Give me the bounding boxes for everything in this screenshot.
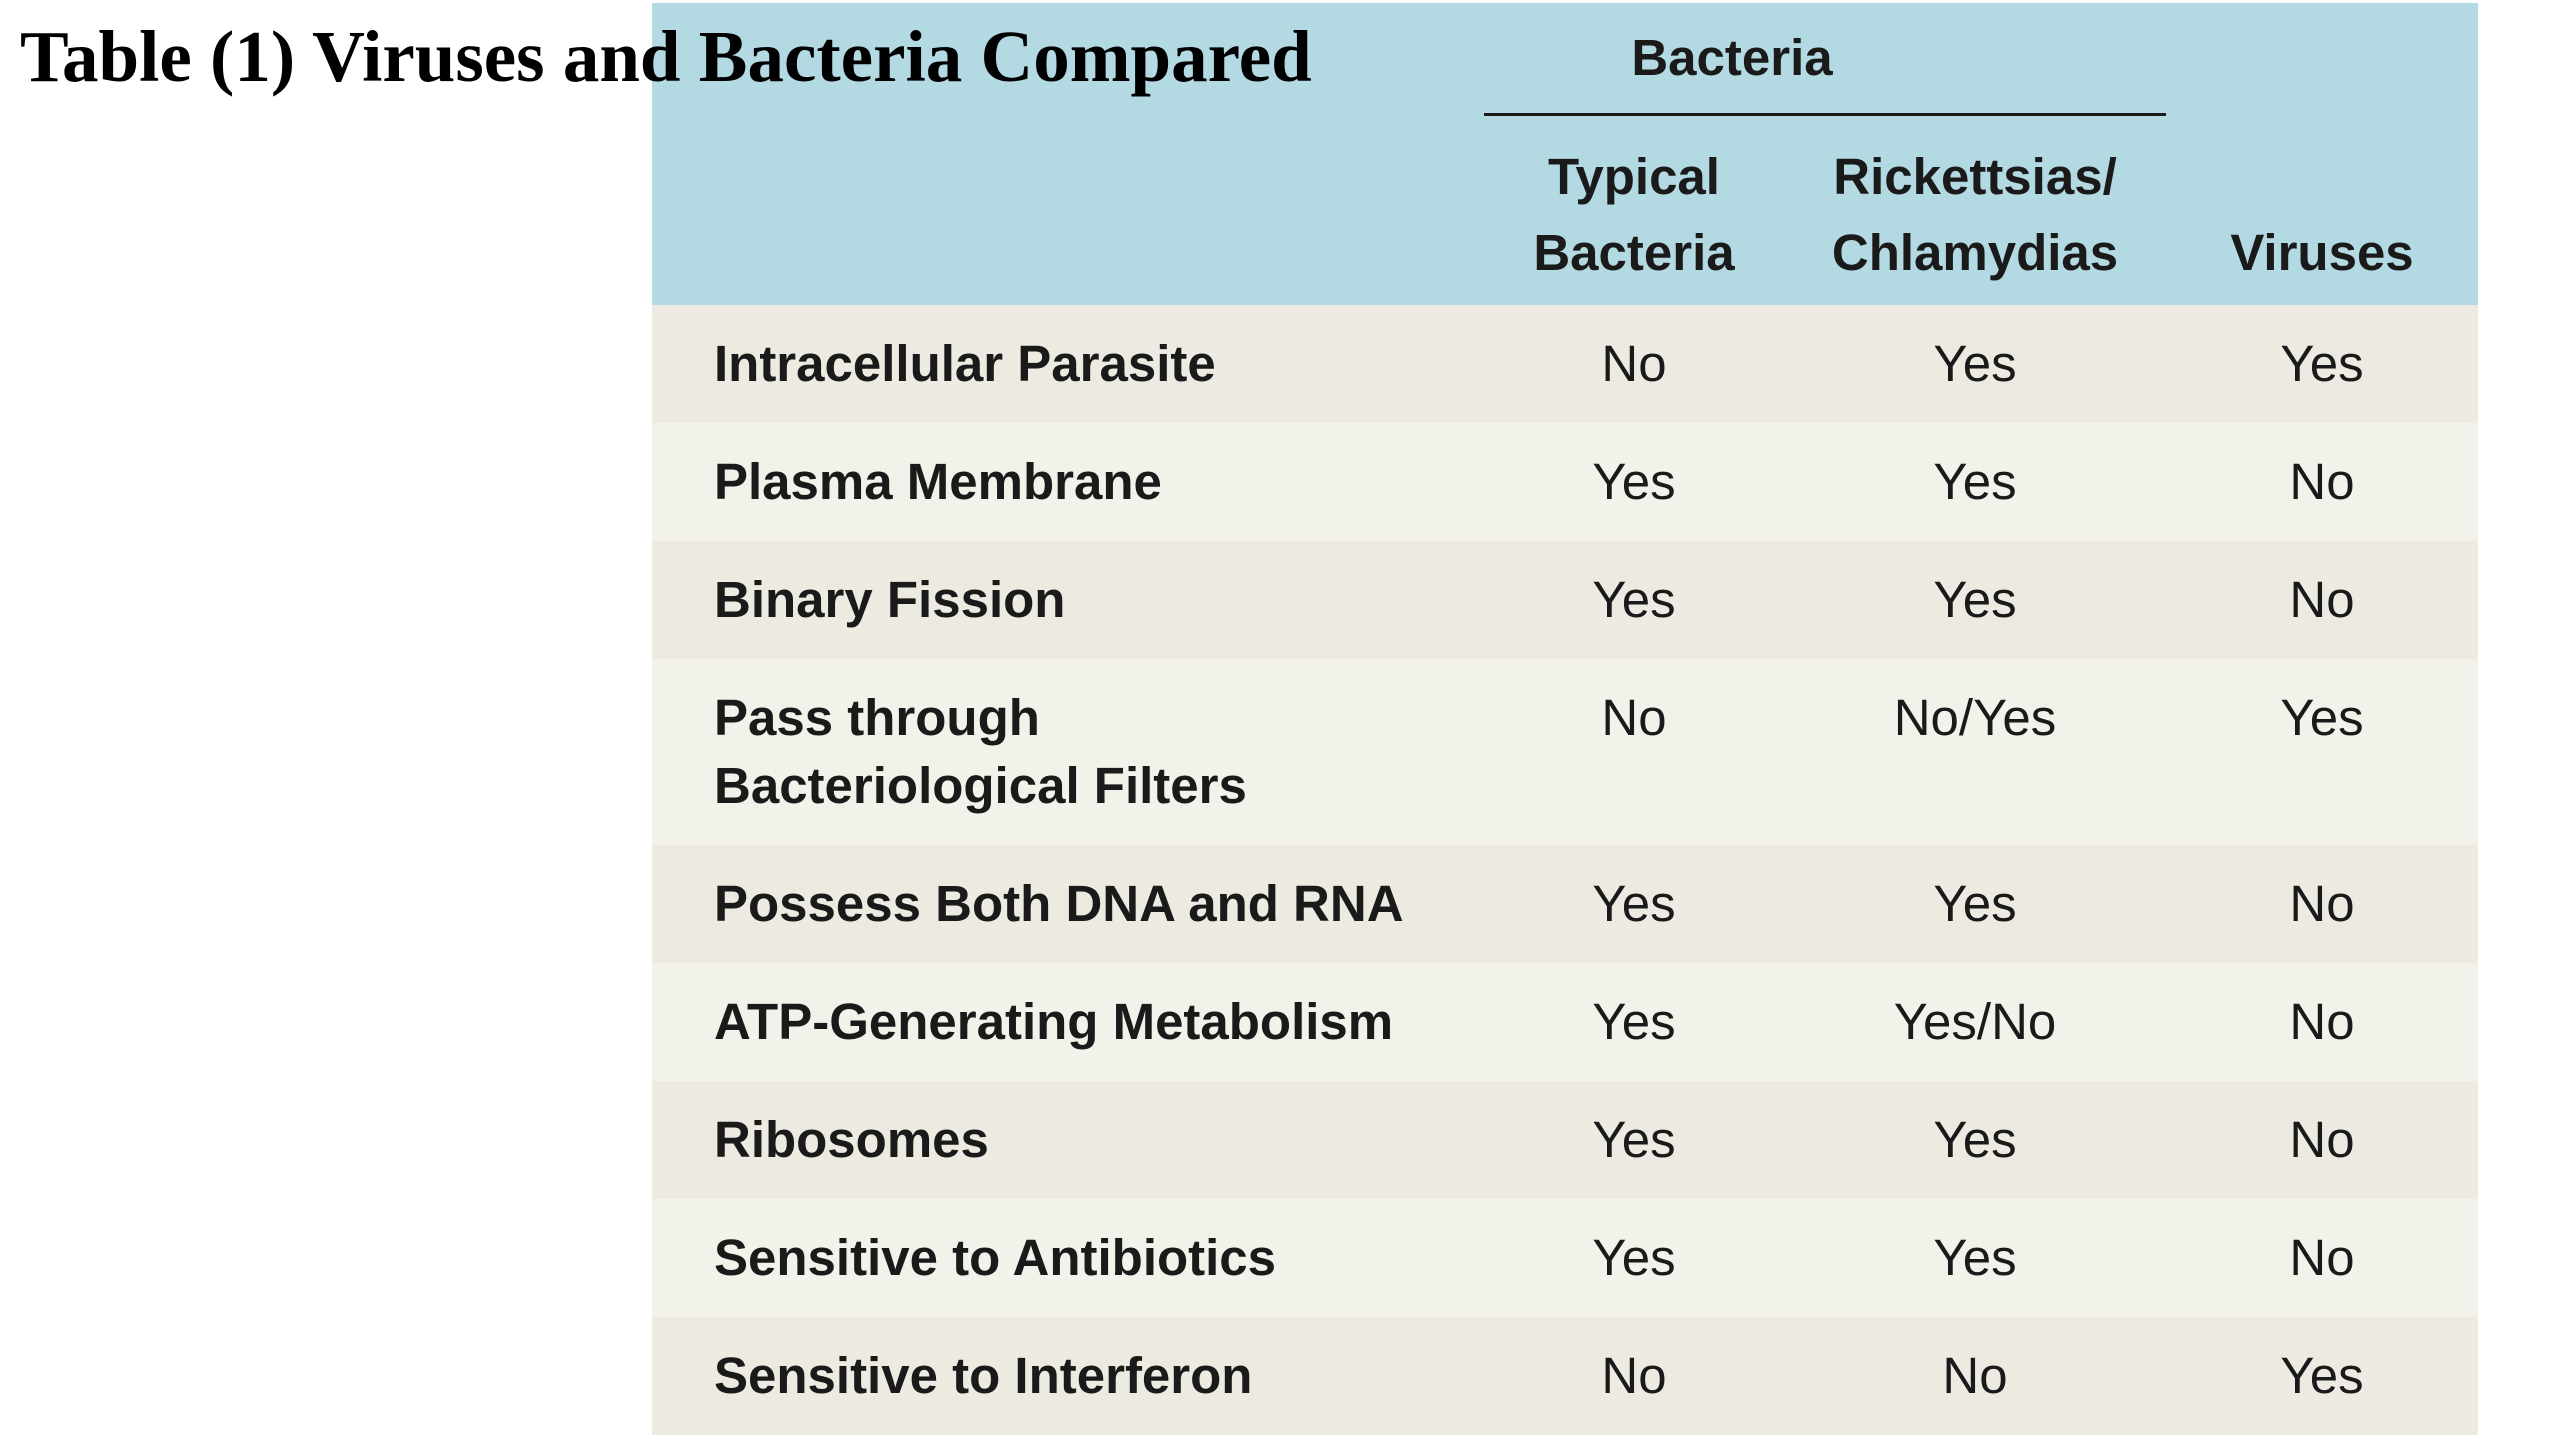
row-label-line: Sensitive to Antibiotics bbox=[714, 1229, 1277, 1286]
page-title: Table (1) Viruses and Bacteria Compared bbox=[20, 16, 1312, 97]
cell-typical-bacteria: Yes bbox=[1592, 453, 1676, 510]
cell-viruses: No bbox=[2289, 993, 2355, 1050]
row-label: Binary Fission bbox=[714, 541, 1494, 659]
row-label: Sensitive to Antibiotics bbox=[714, 1199, 1494, 1317]
table-row: Possess Both DNA and RNA Yes Yes No bbox=[652, 845, 2478, 963]
table-row: Sensitive to Antibiotics Yes Yes No bbox=[652, 1199, 2478, 1317]
group-header-rule bbox=[1484, 113, 2166, 116]
table-header: Bacteria Typical Bacteria Rickettsias/ C… bbox=[652, 3, 2478, 305]
cell-rickettsias-chlamydias: Yes bbox=[1933, 335, 2017, 392]
column-header-viruses: Viruses bbox=[2230, 224, 2414, 281]
column-header-rickettsias-chlamydias: Rickettsias/ Chlamydias bbox=[1784, 139, 2166, 291]
column-header-line: Bacteria bbox=[1533, 224, 1735, 281]
cell-rickettsias-chlamydias: Yes bbox=[1933, 1229, 2017, 1286]
row-label-line: Intracellular Parasite bbox=[714, 335, 1216, 392]
row-label: Intracellular Parasite bbox=[714, 305, 1494, 423]
comparison-table: Bacteria Typical Bacteria Rickettsias/ C… bbox=[652, 3, 2478, 1435]
row-label-line: Possess Both DNA and RNA bbox=[714, 875, 1404, 932]
row-label-line: ATP-Generating Metabolism bbox=[714, 993, 1394, 1050]
group-header-bacteria: Bacteria bbox=[1631, 29, 1833, 86]
table-row: Sensitive to Interferon No No Yes bbox=[652, 1317, 2478, 1435]
row-label: Pass through Bacteriological Filters bbox=[714, 684, 1494, 820]
cell-viruses: No bbox=[2289, 571, 2355, 628]
column-header-typical-bacteria: Typical Bacteria bbox=[1484, 139, 1784, 291]
cell-typical-bacteria: No bbox=[1601, 1347, 1667, 1404]
cell-viruses: No bbox=[2289, 453, 2355, 510]
cell-typical-bacteria: Yes bbox=[1592, 993, 1676, 1050]
cell-viruses: Yes bbox=[2280, 335, 2364, 392]
cell-rickettsias-chlamydias: Yes/No bbox=[1893, 993, 2057, 1050]
row-label-line: Plasma Membrane bbox=[714, 453, 1162, 510]
cell-rickettsias-chlamydias: Yes bbox=[1933, 571, 2017, 628]
column-header-line: Rickettsias/ bbox=[1833, 148, 2117, 205]
cell-rickettsias-chlamydias: No bbox=[1942, 1347, 2008, 1404]
table-body: Intracellular Parasite No Yes Yes Plasma Mem… bbox=[652, 305, 2478, 1435]
row-label: Ribosomes bbox=[714, 1081, 1494, 1199]
table-row: ATP-Generating Metabolism Yes Yes/No No bbox=[652, 963, 2478, 1081]
cell-viruses: No bbox=[2289, 1111, 2355, 1168]
cell-typical-bacteria: Yes bbox=[1592, 1111, 1676, 1168]
cell-typical-bacteria: Yes bbox=[1592, 875, 1676, 932]
cell-rickettsias-chlamydias: No/Yes bbox=[1893, 689, 2057, 746]
cell-rickettsias-chlamydias: Yes bbox=[1933, 875, 2017, 932]
cell-typical-bacteria: No bbox=[1601, 335, 1667, 392]
cell-rickettsias-chlamydias: Yes bbox=[1933, 1111, 2017, 1168]
row-label: Sensitive to Interferon bbox=[714, 1317, 1494, 1435]
row-label: Plasma Membrane bbox=[714, 423, 1494, 541]
table-row: Binary Fission Yes Yes No bbox=[652, 541, 2478, 659]
row-label-line: Ribosomes bbox=[714, 1111, 989, 1168]
cell-typical-bacteria: Yes bbox=[1592, 571, 1676, 628]
row-label-line: Bacteriological Filters bbox=[714, 757, 1247, 814]
table-row: Pass through Bacteriological Filters No No/… bbox=[652, 659, 2478, 845]
cell-typical-bacteria: Yes bbox=[1592, 1229, 1676, 1286]
row-label: Possess Both DNA and RNA bbox=[714, 845, 1494, 963]
cell-typical-bacteria: No bbox=[1601, 689, 1667, 746]
cell-viruses: Yes bbox=[2280, 689, 2364, 746]
row-label-line: Binary Fission bbox=[714, 571, 1066, 628]
table-row: Intracellular Parasite No Yes Yes bbox=[652, 305, 2478, 423]
row-label-line: Sensitive to Interferon bbox=[714, 1347, 1253, 1404]
row-label-line: Pass through bbox=[714, 689, 1040, 746]
cell-rickettsias-chlamydias: Yes bbox=[1933, 453, 2017, 510]
cell-viruses: Yes bbox=[2280, 1347, 2364, 1404]
column-header-line: Typical bbox=[1548, 148, 1720, 205]
column-header-line: Chlamydias bbox=[1831, 224, 2119, 281]
cell-viruses: No bbox=[2289, 875, 2355, 932]
row-label: ATP-Generating Metabolism bbox=[714, 963, 1494, 1081]
table-row: Plasma Membrane Yes Yes No bbox=[652, 423, 2478, 541]
cell-viruses: No bbox=[2289, 1229, 2355, 1286]
table-row: Ribosomes Yes Yes No bbox=[652, 1081, 2478, 1199]
